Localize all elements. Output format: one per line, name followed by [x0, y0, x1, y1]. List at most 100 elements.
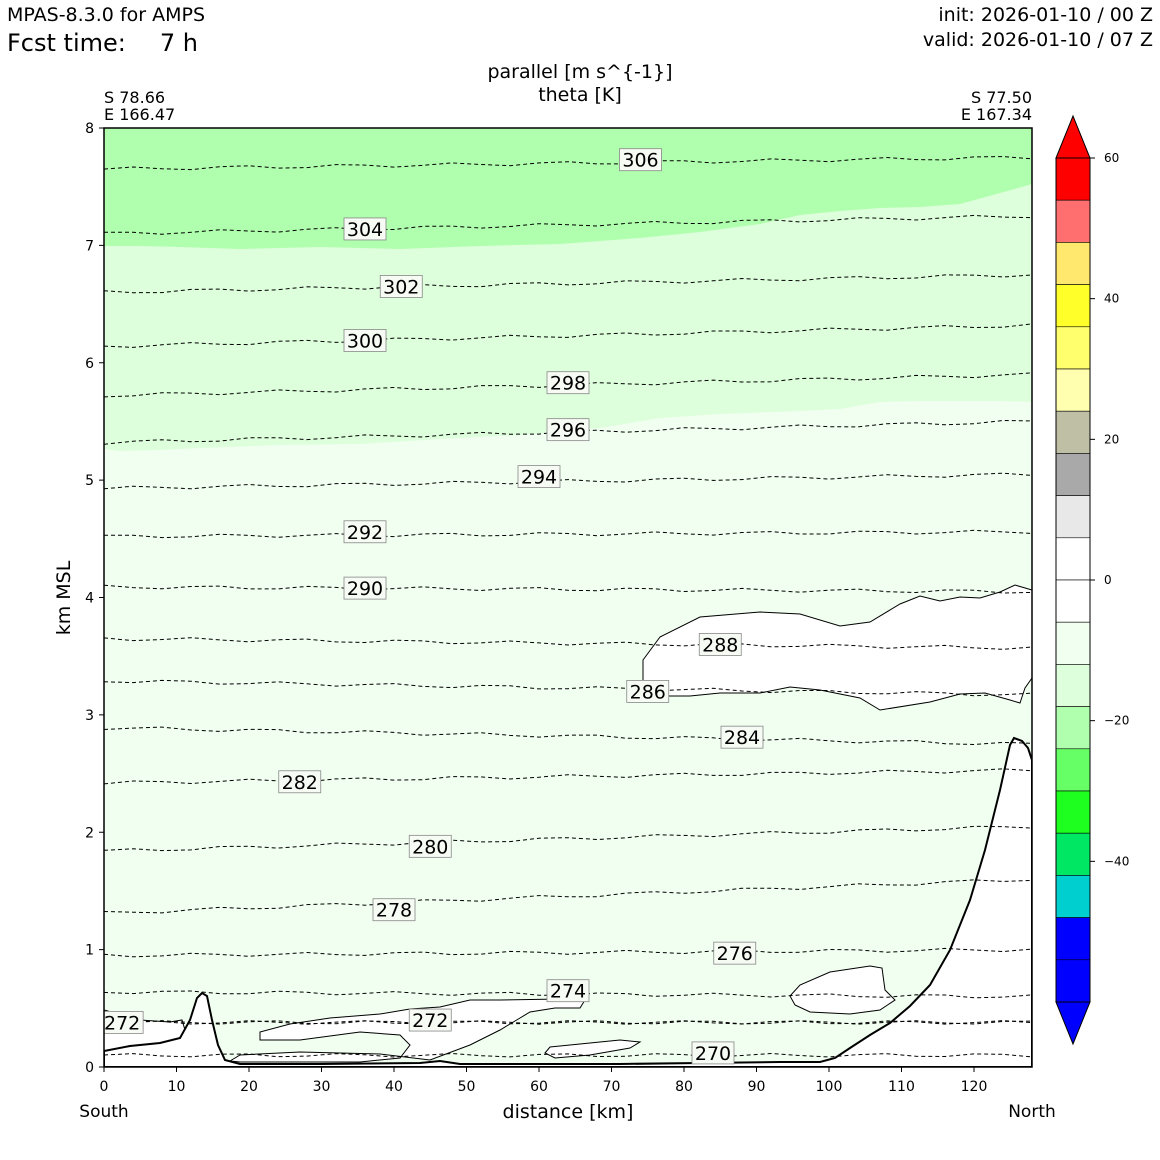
colorbar-segment: [1055, 748, 1091, 792]
theta-label-276: 276: [713, 941, 757, 965]
theta-label-300: 300: [343, 329, 387, 352]
x-tick-label: 70: [603, 1079, 621, 1095]
forecast-time-label: Fcst time:: [7, 29, 126, 57]
theta-label-296: 296: [546, 418, 590, 442]
theta-label-text: 272: [104, 1012, 140, 1034]
colorbar-segment: [1055, 621, 1091, 665]
theta-label-290: 290: [343, 576, 387, 600]
colorbar-tick-label: −20: [1104, 714, 1129, 728]
theta-label-box: [517, 465, 561, 489]
theta-label-text: 302: [383, 276, 419, 298]
fill-band-top: [104, 128, 1032, 249]
theta-label-box: [720, 725, 764, 749]
end-lat-label: S 77.50: [971, 88, 1032, 107]
theta-label-text: 284: [724, 727, 760, 749]
theta-label-box: [546, 979, 590, 1003]
x-tick-label: 90: [748, 1079, 766, 1095]
x-tick-label: 30: [313, 1079, 331, 1095]
colorbar-over-arrow: [1055, 114, 1091, 159]
y-tick-label: 8: [85, 121, 94, 137]
x-tick-label: 110: [888, 1079, 915, 1095]
theta-contour-278: [104, 879, 1032, 914]
colorbar-segment: [1055, 453, 1091, 496]
x-tick-label: 50: [458, 1079, 476, 1095]
chart-title-line-2: theta [K]: [538, 84, 622, 106]
y-tick-label: 1: [85, 943, 94, 959]
terrain: [104, 736, 1032, 1067]
x-tick-label: 20: [240, 1079, 258, 1095]
theta-contour-284: [104, 726, 1032, 746]
theta-contour-286: [104, 679, 1032, 697]
theta-label-text: 296: [550, 420, 586, 442]
theta-label-box: [691, 1041, 735, 1065]
forecast-time-value: 7 h: [159, 29, 198, 57]
colorbar-tick-label: −40: [1104, 854, 1129, 868]
x-tick-label: 40: [385, 1079, 403, 1095]
theta-contour-280: [104, 825, 1032, 852]
y-tick-label: 5: [85, 473, 94, 489]
theta-label-text: 282: [282, 772, 318, 794]
theta-label-box: [698, 633, 742, 656]
theta-label-292: 292: [343, 520, 387, 544]
y-tick-label: 4: [85, 591, 94, 607]
theta-label-302: 302: [379, 275, 423, 298]
white-region-mid: [228, 998, 586, 1063]
x-axis: 0 10 20 30 40 50 60 70 80 90 100 110 120: [100, 1067, 987, 1095]
colorbar-segment: [1055, 410, 1091, 454]
theta-contour-302: [104, 274, 1032, 294]
theta-label-298: 298: [546, 371, 590, 395]
colorbar-segment: [1055, 917, 1091, 961]
theta-label-box: [278, 770, 322, 794]
theta-label-text: 288: [702, 634, 738, 656]
plot-area: 306 304 302 300 298 296 294 292 290 288 286 284 282 2…: [104, 128, 1032, 1067]
theta-label-text: 294: [521, 467, 557, 489]
x-tick-label: 0: [100, 1079, 109, 1095]
white-region-upper: [642, 584, 1032, 711]
theta-label-text: 274: [550, 981, 586, 1003]
theta-label-text: 276: [717, 943, 753, 965]
theta-contour-292: [104, 529, 1032, 539]
theta-label-text: 298: [550, 373, 586, 395]
theta-label-text: 278: [376, 900, 412, 922]
theta-label-278: 278: [372, 898, 416, 922]
theta-contour-272: [104, 1020, 1032, 1025]
x-axis-label: distance [km]: [503, 1101, 634, 1123]
theta-label-text: 306: [622, 150, 658, 172]
theta-label-text: 270: [695, 1043, 731, 1065]
colorbar-tick-label: 60: [1104, 151, 1119, 165]
theta-contour-276: [104, 947, 1032, 958]
colorbar-segment: [1055, 242, 1091, 285]
x-tick-label: 80: [675, 1079, 693, 1095]
end-lon-label: E 167.34: [961, 105, 1032, 124]
theta-label-box: [343, 217, 387, 241]
theta-label-box: [343, 520, 387, 544]
theta-label-text: 286: [630, 681, 666, 703]
colorbar-tick-label: 20: [1104, 432, 1119, 446]
colorbar-tick-label: 0: [1104, 573, 1112, 587]
theta-label-286: 286: [626, 680, 670, 703]
theta-contour-300: [104, 323, 1032, 348]
y-tick-label: 0: [85, 1060, 94, 1076]
theta-contour-304: [104, 214, 1032, 235]
theta-label-306: 306: [619, 148, 662, 172]
forecast-time: Fcst time: 7 h: [7, 29, 198, 57]
theta-label-304: 304: [343, 217, 387, 241]
colorbar-segment: [1055, 875, 1091, 918]
theta-label-box: [626, 680, 670, 703]
colorbar-segment: [1055, 664, 1091, 707]
theta-contour-306: [104, 156, 1032, 171]
colorbar-segment: [1055, 959, 1091, 1003]
theta-label-box: [408, 1008, 452, 1032]
white-region-lower-right: [789, 965, 896, 1015]
colorbar-segment: [1055, 706, 1091, 750]
chart-title-line-1: parallel [m s^{-1}]: [487, 61, 672, 83]
colorbar-segment: [1055, 832, 1091, 876]
north-label: North: [1008, 1102, 1056, 1122]
colorbar-segment: [1055, 495, 1091, 539]
theta-label-text: 280: [412, 836, 448, 858]
theta-contour-labels: 306 304 302 300 298 296 294 292 290 288 286 284 282 2…: [104, 148, 764, 1065]
theta-label-272: 272: [408, 1008, 452, 1032]
start-lat-label: S 78.66: [104, 88, 165, 107]
colorbar-under-arrow: [1055, 1001, 1091, 1046]
